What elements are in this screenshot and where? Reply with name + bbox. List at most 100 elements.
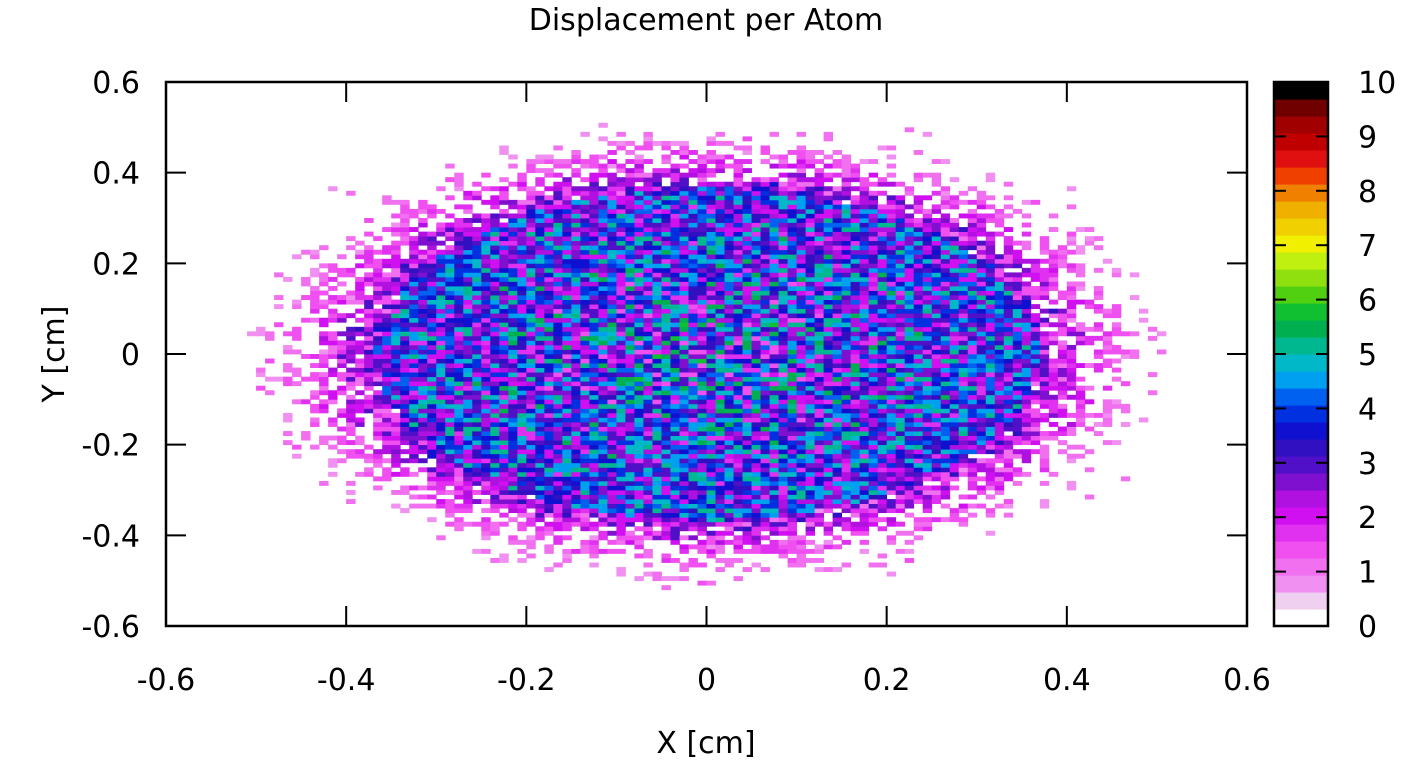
heatmap-cell — [310, 304, 320, 310]
heatmap-cell — [382, 458, 392, 464]
heatmap-cell — [868, 458, 879, 464]
heatmap-cell — [652, 453, 662, 459]
heatmap-cell — [418, 485, 428, 491]
heatmap-cell — [490, 254, 500, 260]
heatmap-cell — [364, 367, 374, 373]
heatmap-cell — [454, 240, 464, 246]
heatmap-cell — [868, 358, 879, 364]
heatmap-cell — [841, 299, 852, 305]
heatmap-cell — [742, 136, 752, 142]
heatmap-cell — [868, 467, 879, 473]
heatmap-cell — [418, 313, 428, 319]
heatmap-cell — [499, 286, 509, 291]
heatmap-cell — [499, 177, 509, 183]
heatmap-cell — [553, 385, 563, 391]
heatmap-cell — [688, 249, 698, 255]
heatmap-cell — [751, 517, 761, 523]
heatmap-cell — [733, 172, 743, 178]
heatmap-cell — [886, 340, 897, 346]
heatmap-cell — [679, 340, 689, 346]
heatmap-cell — [760, 254, 770, 260]
heatmap-cell — [679, 385, 689, 391]
heatmap-cell — [760, 313, 770, 319]
heatmap-cell — [886, 449, 897, 455]
heatmap-cell — [706, 539, 716, 545]
heatmap-cell — [400, 390, 410, 396]
heatmap-cell — [454, 467, 464, 473]
heatmap-cell — [499, 367, 509, 373]
heatmap-cell — [760, 208, 770, 214]
heatmap-cell — [850, 222, 861, 228]
heatmap-cell — [490, 263, 500, 269]
heatmap-cell — [679, 354, 689, 359]
heatmap-cell — [724, 376, 734, 382]
heatmap-cell — [679, 177, 689, 183]
heatmap-cell — [418, 304, 428, 310]
heatmap-cell — [769, 499, 779, 504]
heatmap-cell — [895, 258, 906, 264]
heatmap-cell — [877, 399, 888, 405]
heatmap-cell — [598, 508, 608, 514]
heatmap-cell — [742, 276, 752, 282]
heatmap-cell — [508, 376, 518, 382]
heatmap-cell — [670, 449, 680, 455]
heatmap-cell — [787, 227, 797, 232]
heatmap-cell — [697, 222, 707, 228]
heatmap-cell — [661, 458, 671, 464]
heatmap-cell — [742, 326, 752, 332]
heatmap-cell — [841, 258, 852, 264]
heatmap-cell — [760, 263, 770, 269]
heatmap-cell — [877, 480, 888, 486]
heatmap-cell — [490, 335, 500, 341]
heatmap-cell — [382, 403, 392, 409]
heatmap-cell — [553, 186, 563, 192]
heatmap-cell — [670, 471, 680, 477]
heatmap-cell — [454, 490, 464, 495]
heatmap-cell — [661, 476, 671, 482]
heatmap-cell — [841, 218, 852, 223]
heatmap-cell — [625, 335, 635, 341]
heatmap-cell — [895, 267, 906, 273]
heatmap-cell — [706, 535, 716, 541]
heatmap-cell — [796, 471, 806, 477]
heatmap-cell — [823, 236, 834, 242]
heatmap-cell — [904, 245, 915, 251]
heatmap-cell — [580, 254, 590, 260]
heatmap-cell — [463, 508, 473, 514]
heatmap-cell — [697, 462, 707, 468]
heatmap-cell — [517, 254, 527, 260]
heatmap-cell — [751, 322, 761, 328]
heatmap-cell — [580, 231, 590, 237]
heatmap-cell — [814, 249, 825, 255]
heatmap-cell — [823, 381, 834, 387]
heatmap-cell — [553, 267, 563, 273]
heatmap-cell — [589, 562, 599, 568]
heatmap-cell — [724, 286, 734, 291]
heatmap-cell — [463, 317, 473, 323]
heatmap-cell — [733, 295, 743, 300]
heatmap-cell — [796, 218, 806, 223]
heatmap-cell — [868, 249, 879, 255]
heatmap-cell — [526, 313, 536, 319]
heatmap-cell — [760, 471, 770, 477]
heatmap-cell — [661, 208, 671, 214]
heatmap-cell — [742, 367, 752, 373]
heatmap-cell — [472, 394, 482, 400]
heatmap-cell — [841, 281, 852, 287]
heatmap-cell — [625, 168, 635, 174]
heatmap-cell — [625, 508, 635, 514]
heatmap-cell — [400, 267, 410, 273]
heatmap-cell — [670, 403, 680, 409]
heatmap-cell — [607, 218, 617, 223]
heatmap-cell — [490, 186, 500, 192]
heatmap-cell — [607, 367, 617, 373]
heatmap-cell — [805, 263, 815, 269]
heatmap-cell — [625, 363, 635, 368]
heatmap-cell — [679, 394, 689, 400]
heatmap-cell — [706, 299, 716, 305]
heatmap-cell — [895, 240, 906, 246]
heatmap-cell — [580, 326, 590, 332]
heatmap-cell — [904, 236, 915, 242]
heatmap-cell — [661, 426, 671, 432]
heatmap-cell — [535, 222, 545, 228]
